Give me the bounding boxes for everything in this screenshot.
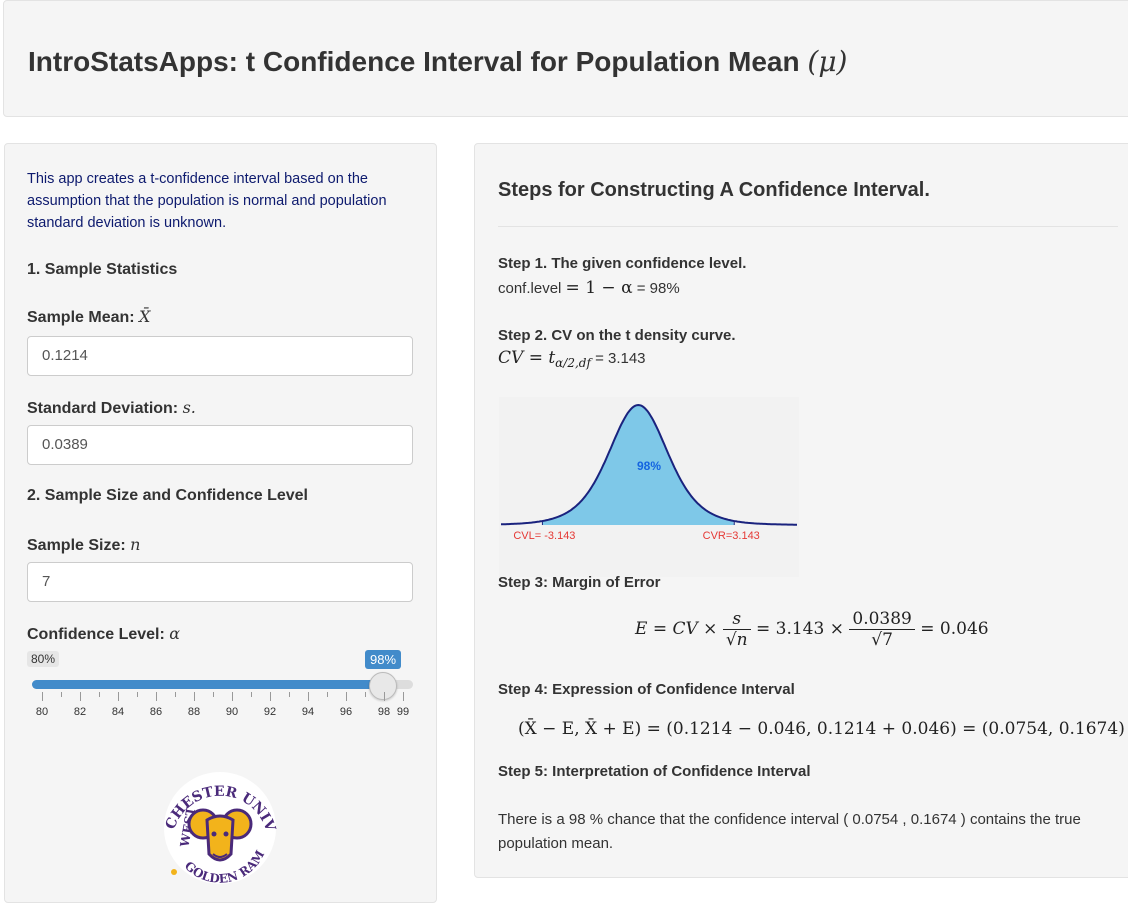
app-header: IntroStatsApps: t Confidence Interval fo… — [3, 0, 1128, 117]
slider-fill — [32, 680, 386, 689]
section-sample-statistics: 1. Sample Statistics — [27, 261, 178, 278]
section-sample-size: 2. Sample Size and Confidence Level — [27, 487, 308, 504]
slider-tick-label: 99 — [396, 706, 410, 718]
slider-tick — [270, 692, 271, 701]
slider-handle[interactable] — [369, 672, 397, 700]
main-panel: Steps for Constructing A Confidence Inte… — [474, 143, 1128, 878]
intro-text: This app creates a t-confidence interval… — [27, 171, 387, 231]
slider-tick-label: 92 — [263, 706, 277, 718]
cv-left-label: CVL= -3.143 — [513, 530, 575, 542]
slider-tick — [365, 692, 366, 697]
steps-title: Steps for Constructing A Confidence Inte… — [498, 179, 930, 201]
page-title: IntroStatsApps: t Confidence Interval fo… — [28, 45, 848, 78]
slider-tick — [118, 692, 119, 701]
slider-tick — [80, 692, 81, 701]
slider-tick-label: 80 — [35, 706, 49, 718]
divider — [498, 226, 1118, 227]
slider-tick — [232, 692, 233, 701]
slider-tick-label: 96 — [339, 706, 353, 718]
sd-label: Standard Deviation: s. — [27, 398, 196, 417]
step1-formula: conf.level = 1 − α = 98% — [498, 278, 680, 298]
slider-value-label: 98% — [365, 650, 402, 669]
step3-formula: E = CV × s √n = 3.143 × 0.0389 √7 = 0.046 — [635, 609, 989, 650]
slider-tick — [213, 692, 214, 697]
slider-min-label: 80% — [27, 651, 60, 667]
sample-size-input[interactable]: 7 — [27, 562, 413, 602]
n-label: Sample Size: n — [27, 535, 141, 554]
sidebar-panel: This app creates a t-confidence interval… — [4, 143, 437, 903]
slider-tick — [99, 692, 100, 697]
slider-tick — [308, 692, 309, 701]
t-density-chart: 98% CVL= -3.143 CVR=3.143 — [499, 397, 799, 577]
slider-tick — [327, 692, 328, 697]
slider-tick — [289, 692, 290, 697]
slider-tick — [61, 692, 62, 697]
step4-formula: (X̄ − E, X̄ + E) = (0.1214 − 0.046, 0.12… — [518, 719, 1125, 739]
step5-text: There is a 98 % chance that the confiden… — [498, 811, 1081, 852]
step5-title: Step 5: Interpretation of Confidence Int… — [498, 763, 811, 780]
step2-formula: CV = tα/2,df = 3.143 — [498, 348, 646, 370]
step1-title: Step 1. The given confidence level. — [498, 255, 747, 272]
sample-mean-input[interactable]: 0.1214 — [27, 336, 413, 376]
slider-tick-label: 90 — [225, 706, 239, 718]
slider-tick — [137, 692, 138, 697]
density-curve — [501, 403, 797, 526]
slider-tick-label: 88 — [187, 706, 201, 718]
slider-tick — [175, 692, 176, 697]
mean-label: Sample Mean: X̄ — [27, 307, 151, 326]
step3-title: Step 3: Margin of Error — [498, 574, 661, 591]
slider-tick — [384, 692, 385, 701]
slider-tick-label: 86 — [149, 706, 163, 718]
conf-label: Confidence Level: α — [27, 624, 181, 643]
slider-tick — [42, 692, 43, 701]
slider-tick — [251, 692, 252, 697]
ram-head-icon — [187, 808, 253, 862]
shaded-area — [542, 405, 735, 525]
standard-deviation-input[interactable]: 0.0389 — [27, 425, 413, 465]
shaded-label: 98% — [637, 459, 661, 473]
slider-tick — [156, 692, 157, 701]
slider-tick-label: 94 — [301, 706, 315, 718]
cv-right-label: CVR=3.143 — [703, 530, 760, 542]
slider-tick — [346, 692, 347, 701]
slider-tick-label: 84 — [111, 706, 125, 718]
slider-tick — [194, 692, 195, 701]
mu-symbol: (μ) — [807, 45, 848, 78]
step2-title: Step 2. CV on the t density curve. — [498, 327, 736, 344]
slider-tick — [403, 692, 404, 701]
step4-title: Step 4: Expression of Confidence Interva… — [498, 681, 795, 698]
slider-tick-label: 82 — [73, 706, 87, 718]
slider-tick-label: 98 — [377, 706, 391, 718]
